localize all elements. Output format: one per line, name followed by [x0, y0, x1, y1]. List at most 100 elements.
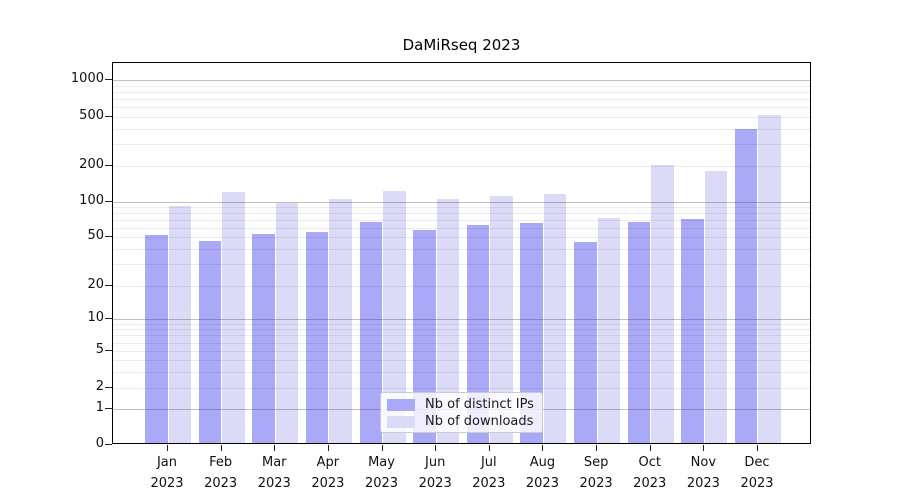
x-tick-label-mar: Mar 2023 — [257, 455, 291, 491]
y-tick-label: 0 — [95, 436, 104, 451]
legend-label-distinct-ips: Nb of distinct IPs — [425, 397, 534, 412]
x-tick-mark — [756, 445, 758, 451]
bar-downloads-jun — [436, 199, 460, 443]
major-gridline — [113, 202, 810, 203]
bar-ips-sep — [574, 241, 597, 443]
bar-ips-oct — [627, 221, 651, 443]
chart-title: DaMiRseq 2023 — [402, 36, 521, 54]
minor-gridline — [113, 342, 810, 344]
minor-gridline — [113, 117, 810, 118]
x-tick-mark — [435, 445, 437, 451]
x-tick-label-jan: Jan 2023 — [150, 455, 184, 491]
x-tick-label-apr: Apr 2023 — [311, 455, 345, 491]
minor-gridline — [113, 329, 810, 331]
minor-gridline — [113, 166, 810, 167]
bar-downloads-dec — [758, 115, 781, 443]
x-tick-label-feb: Feb 2023 — [204, 455, 238, 491]
bar-downloads-sep — [597, 218, 621, 443]
y-tick-label: 20 — [87, 277, 104, 292]
x-tick-mark — [596, 445, 598, 451]
x-tick-mark — [542, 445, 544, 451]
major-gridline — [113, 80, 810, 81]
minor-gridline — [113, 99, 810, 101]
bar-ips-mar — [252, 234, 275, 443]
y-tick-mark — [105, 165, 112, 166]
minor-gridline — [113, 351, 810, 352]
x-tick-label-aug: Aug 2023 — [525, 455, 559, 491]
minor-gridline — [113, 91, 810, 93]
x-tick-label-dec: Dec 2023 — [740, 455, 774, 491]
x-tick-mark — [167, 445, 168, 451]
bar-ips-jan — [145, 235, 168, 443]
y-tick-mark — [105, 387, 112, 388]
bar-downloads-apr — [329, 198, 352, 443]
minor-gridline — [113, 227, 810, 229]
bar-ips-may — [359, 221, 383, 443]
y-tick-mark — [105, 116, 112, 117]
bar-ips-apr — [305, 232, 329, 443]
y-tick-label: 100 — [79, 193, 104, 208]
minor-gridline — [113, 144, 810, 146]
bar-downloads-oct — [651, 165, 674, 443]
y-tick-label: 2 — [95, 379, 104, 394]
minor-gridline — [113, 388, 810, 389]
x-tick-label-sep: Sep 2023 — [579, 455, 613, 491]
x-tick-label-jun: Jun 2023 — [418, 455, 452, 491]
x-tick-mark — [381, 445, 383, 451]
y-tick-mark — [105, 318, 112, 319]
major-gridline — [113, 319, 810, 320]
y-tick-label: 500 — [79, 108, 104, 123]
bar-downloads-jul — [490, 195, 513, 443]
y-tick-mark — [105, 350, 112, 351]
legend: Nb of distinct IPs Nb of downloads — [380, 392, 543, 433]
legend-item-distinct-ips: Nb of distinct IPs — [387, 397, 542, 413]
minor-gridline — [113, 220, 810, 221]
minor-gridline — [113, 213, 810, 215]
bar-ips-dec — [734, 128, 758, 443]
y-tick-label: 50 — [87, 228, 104, 243]
minor-gridline — [113, 360, 810, 361]
legend-swatch-downloads — [387, 416, 415, 428]
x-tick-mark — [327, 445, 329, 451]
minor-gridline — [113, 286, 810, 287]
minor-gridline — [113, 85, 810, 87]
bar-downloads-may — [383, 190, 406, 443]
x-tick-label-may: May 2023 — [364, 455, 399, 491]
legend-item-downloads: Nb of downloads — [387, 414, 542, 430]
plot-area — [112, 62, 811, 444]
minor-gridline — [113, 371, 810, 373]
y-tick-label: 1000 — [70, 71, 104, 86]
minor-gridline — [113, 107, 810, 109]
minor-gridline — [113, 335, 810, 337]
y-tick-mark — [105, 236, 112, 237]
y-tick-mark — [105, 408, 112, 409]
x-tick-mark — [220, 445, 222, 451]
bar-downloads-nov — [704, 170, 728, 443]
minor-gridline — [113, 128, 810, 130]
x-tick-mark — [488, 445, 490, 451]
y-tick-mark — [105, 444, 112, 445]
x-tick-label-nov: Nov 2023 — [686, 455, 720, 491]
x-tick-mark — [274, 445, 276, 451]
bar-ips-feb — [198, 240, 222, 443]
bar-ips-aug — [520, 223, 543, 443]
bar-ips-jul — [466, 224, 490, 443]
minor-gridline — [113, 207, 810, 209]
x-tick-mark — [649, 445, 651, 451]
bar-ips-jun — [413, 230, 436, 443]
bar-downloads-feb — [222, 191, 245, 443]
y-tick-label: 10 — [87, 310, 104, 325]
bar-downloads-jan — [168, 206, 191, 443]
minor-gridline — [113, 264, 810, 266]
minor-gridline — [113, 323, 810, 325]
minor-gridline — [113, 248, 810, 250]
y-tick-label: 5 — [95, 342, 104, 357]
x-tick-label-jul: Jul 2023 — [472, 455, 506, 491]
legend-swatch-ips — [387, 399, 415, 411]
y-tick-mark — [105, 285, 112, 286]
bar-ips-nov — [681, 219, 704, 443]
legend-label-downloads: Nb of downloads — [425, 414, 534, 429]
x-tick-label-oct: Oct 2023 — [633, 455, 667, 491]
bar-downloads-aug — [543, 193, 567, 443]
